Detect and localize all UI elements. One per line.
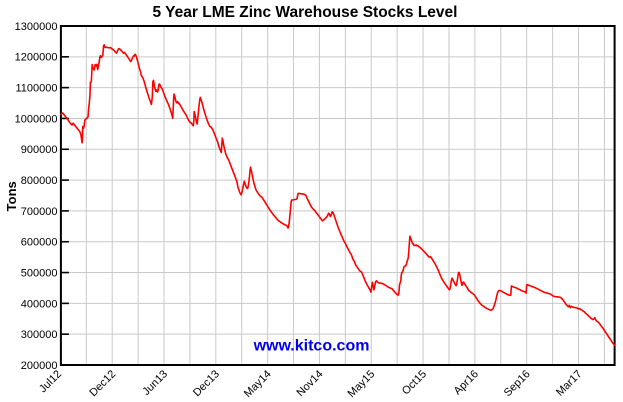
svg-text:300000: 300000 [21,329,58,341]
svg-text:500000: 500000 [21,267,58,279]
svg-text:www.kitco.com: www.kitco.com [253,338,370,355]
svg-text:1100000: 1100000 [15,83,57,95]
svg-text:400000: 400000 [21,298,58,310]
svg-text:Jun13: Jun13 [140,368,170,398]
svg-text:May15: May15 [345,368,377,400]
svg-text:Mar17: Mar17 [554,368,585,399]
svg-text:Dec13: Dec13 [191,368,222,399]
svg-text:1300000: 1300000 [15,21,58,33]
svg-text:700000: 700000 [21,206,58,218]
svg-text:200000: 200000 [21,360,58,372]
svg-text:Jul12: Jul12 [37,368,64,395]
svg-text:Dec12: Dec12 [87,368,118,399]
svg-text:Sep16: Sep16 [502,368,533,399]
svg-text:1200000: 1200000 [15,52,58,64]
svg-text:May14: May14 [242,368,274,400]
svg-text:900000: 900000 [21,144,58,156]
svg-text:600000: 600000 [21,237,58,249]
svg-text:5 Year LME Zinc Warehouse Stoc: 5 Year LME Zinc Warehouse Stocks Level [153,4,458,21]
svg-text:Oct15: Oct15 [400,368,429,397]
svg-text:Apr16: Apr16 [452,368,481,397]
svg-text:800000: 800000 [21,175,58,187]
svg-text:1000000: 1000000 [15,113,58,125]
svg-text:Tons: Tons [4,181,19,211]
svg-text:Nov14: Nov14 [295,368,326,399]
